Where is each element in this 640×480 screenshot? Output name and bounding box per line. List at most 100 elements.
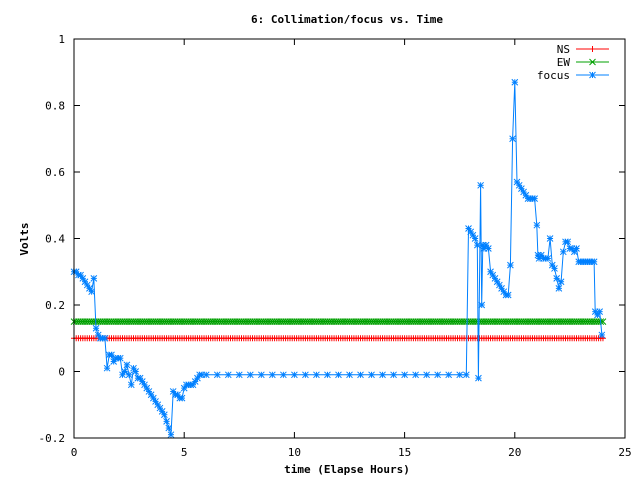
data-point <box>121 368 129 375</box>
axes-layer: 0 5 10 15 20 25 -0.2 0 0.2 0.4 0.6 0.8 1 <box>39 33 632 459</box>
data-point <box>473 241 481 249</box>
data-point <box>423 371 430 379</box>
data-point <box>456 371 464 379</box>
data-point <box>167 431 175 439</box>
data-point <box>573 245 580 252</box>
data-point <box>533 221 541 229</box>
data-point <box>92 324 100 332</box>
data-point <box>471 235 479 242</box>
data-point <box>269 371 276 379</box>
data-point <box>589 58 596 66</box>
data-point <box>202 371 210 379</box>
data-point <box>357 371 364 379</box>
data-point <box>213 371 221 379</box>
data-point <box>507 261 514 269</box>
data-point <box>88 288 95 296</box>
data-point <box>116 354 124 362</box>
data-point <box>531 195 538 202</box>
data-point <box>559 248 567 256</box>
y-tick-label: 1 <box>58 33 65 46</box>
data-point <box>489 271 497 279</box>
y-tick-label: 0.6 <box>45 166 65 179</box>
legend-label: focus <box>537 69 570 82</box>
data-point <box>178 394 186 402</box>
data-point <box>108 351 115 359</box>
data-point <box>401 371 408 379</box>
data-point <box>484 245 492 252</box>
y-tick-label: -0.2 <box>39 432 66 445</box>
y-tick-label: 0.2 <box>45 299 65 312</box>
data-point <box>589 46 596 52</box>
data-point <box>163 418 170 425</box>
x-tick-label: 5 <box>181 446 188 459</box>
data-point <box>544 255 552 262</box>
legend-label: EW <box>557 56 571 69</box>
data-point <box>235 371 243 379</box>
data-point <box>335 371 342 379</box>
series-layer <box>70 78 607 439</box>
data-point <box>390 371 397 379</box>
data-point <box>302 371 309 379</box>
data-point <box>522 191 530 199</box>
x-axis-label: time (Elapse Hours) <box>284 463 410 476</box>
x-tick-label: 25 <box>618 446 631 459</box>
data-point <box>553 275 561 282</box>
data-point <box>478 301 486 309</box>
data-point <box>165 424 173 432</box>
data-point <box>191 378 199 385</box>
data-point <box>161 411 168 419</box>
data-point <box>379 371 386 379</box>
data-point <box>467 228 475 236</box>
data-point <box>103 364 111 372</box>
legend-label: NS <box>557 43 570 56</box>
data-point <box>434 371 442 379</box>
x-tick-label: 20 <box>508 446 521 459</box>
data-point <box>555 285 563 292</box>
x-tick-label: 15 <box>398 446 411 459</box>
data-point <box>90 275 98 282</box>
data-point <box>477 181 484 189</box>
data-point <box>589 71 596 79</box>
data-point <box>412 371 419 379</box>
data-point <box>546 235 554 242</box>
data-point <box>224 371 232 379</box>
data-point <box>500 288 508 296</box>
data-point <box>557 278 565 286</box>
series-ew <box>70 318 607 325</box>
data-point <box>313 371 320 379</box>
y-tick-label: 0.8 <box>45 100 65 113</box>
x-tick-label: 10 <box>288 446 301 459</box>
data-point <box>147 391 155 399</box>
data-point <box>598 331 606 339</box>
data-point <box>590 258 598 266</box>
data-point <box>127 381 135 389</box>
data-point <box>101 334 109 342</box>
data-point <box>513 178 521 186</box>
data-point <box>551 265 558 272</box>
data-point <box>487 268 494 276</box>
data-point <box>246 371 254 379</box>
data-point <box>564 238 572 246</box>
y-tick-label: 0 <box>58 366 65 379</box>
x-tick-label: 0 <box>71 446 78 459</box>
series-focus <box>70 78 606 439</box>
data-point <box>280 371 287 379</box>
data-point <box>346 371 353 379</box>
data-point <box>132 368 140 375</box>
data-point <box>257 371 265 379</box>
data-point <box>125 371 133 379</box>
data-point <box>462 371 470 379</box>
data-point <box>511 78 519 86</box>
y-axis-label: Volts <box>18 222 31 255</box>
chart-title: 6: Collimation/focus vs. Time <box>251 13 443 26</box>
data-point <box>324 371 331 379</box>
series-ns <box>71 335 606 342</box>
data-point <box>123 361 131 369</box>
data-point <box>509 135 516 143</box>
data-point <box>491 275 499 282</box>
data-point <box>596 308 604 316</box>
data-point <box>368 371 375 379</box>
